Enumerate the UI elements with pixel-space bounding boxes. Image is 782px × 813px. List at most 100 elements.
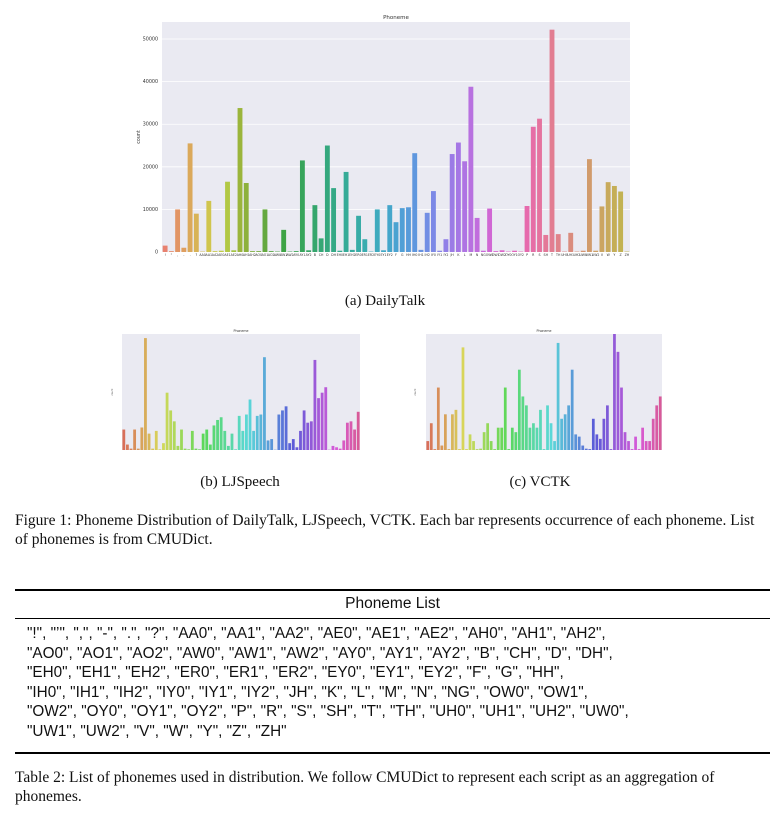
bar xyxy=(169,410,173,450)
bar xyxy=(252,430,256,450)
bar xyxy=(212,251,218,252)
bar xyxy=(205,429,209,450)
bar xyxy=(312,205,318,252)
bar xyxy=(627,441,630,450)
bar xyxy=(241,430,245,450)
bar xyxy=(587,159,592,252)
bar xyxy=(343,171,349,252)
x-tick-label: UH0 xyxy=(561,253,568,257)
bar xyxy=(306,422,310,450)
bar xyxy=(345,422,349,450)
bar xyxy=(162,443,165,450)
bar xyxy=(230,433,234,450)
bar xyxy=(122,429,126,450)
bar xyxy=(556,342,560,450)
bar xyxy=(216,419,219,450)
x-tick-label: IH1 xyxy=(418,253,423,257)
x-tick-label: OW1 xyxy=(492,253,500,257)
bar xyxy=(256,251,262,252)
bar xyxy=(175,209,181,252)
x-tick-label: OY0 xyxy=(505,253,511,257)
x-tick-label: AY0 xyxy=(293,253,299,257)
bar xyxy=(151,448,155,450)
bar xyxy=(320,392,324,450)
bar xyxy=(630,449,634,450)
bar xyxy=(313,359,317,450)
bar xyxy=(514,432,518,450)
bar xyxy=(493,449,497,450)
bar xyxy=(475,449,479,450)
x-tick-label: AO0 xyxy=(255,253,262,257)
bar xyxy=(172,421,176,450)
bar xyxy=(337,250,343,252)
bar xyxy=(563,414,567,450)
bar xyxy=(616,351,620,450)
x-tick-label: OY1 xyxy=(511,253,517,257)
x-tick-label: L xyxy=(464,253,466,257)
bar xyxy=(281,410,284,450)
bar xyxy=(474,217,480,252)
bar xyxy=(270,439,274,450)
x-tick-label: OW2 xyxy=(498,253,506,257)
bar xyxy=(158,449,162,450)
chart-title: Phoneme xyxy=(537,329,552,333)
bar xyxy=(342,440,346,450)
bar xyxy=(584,448,588,450)
x-tick-label: N xyxy=(476,253,479,257)
bar xyxy=(455,142,461,252)
bar xyxy=(605,182,611,252)
bar xyxy=(126,444,129,450)
bar xyxy=(553,441,556,450)
chart-dailytalk: Phoneme 0 10000 20000 30000 40000 50000 count! "… xyxy=(136,15,630,257)
subcaption-vctk: (c) VCTK xyxy=(509,474,571,490)
x-tick-label: AH2 xyxy=(249,253,256,257)
bar xyxy=(299,160,305,252)
bar xyxy=(560,418,563,450)
x-tick-label: AA0 xyxy=(199,253,205,257)
x-tick-label: EH2 xyxy=(349,253,355,257)
table-line: "EH0", "EH1", "EH2", "ER0", "ER1", "ER2"… xyxy=(27,664,564,682)
bar xyxy=(431,191,436,252)
y-tick-label: 50000 xyxy=(143,37,158,43)
x-tick-label: TH xyxy=(555,253,561,257)
x-tick-label: . xyxy=(190,253,191,257)
x-tick-label: EH0 xyxy=(337,253,343,257)
bar xyxy=(489,441,493,450)
x-tick-label: ER2 xyxy=(368,253,374,257)
x-tick-label: AW2 xyxy=(286,253,293,257)
x-tick-label: AY2 xyxy=(306,253,312,257)
x-tick-label: AE0 xyxy=(218,253,224,257)
bar xyxy=(317,398,320,450)
bar xyxy=(201,433,205,450)
bar xyxy=(223,430,227,450)
bar xyxy=(499,250,505,252)
bar xyxy=(433,449,437,450)
x-tick-label: IH2 xyxy=(425,253,430,257)
x-tick-label: EY0 xyxy=(374,253,380,257)
bar xyxy=(468,434,472,450)
chart-ljspeech: Phoneme count xyxy=(111,329,360,450)
table-bottom-rule xyxy=(15,752,770,754)
bar xyxy=(480,250,486,252)
bar xyxy=(412,153,418,252)
x-tick-label: IY1 xyxy=(437,253,442,257)
x-tick-label: " xyxy=(171,253,173,257)
bar xyxy=(637,449,641,450)
bar xyxy=(468,86,474,252)
bar xyxy=(198,449,201,450)
bar xyxy=(530,126,536,252)
bar xyxy=(259,414,263,450)
bar xyxy=(543,234,549,252)
bar xyxy=(429,423,433,450)
bar xyxy=(609,449,613,450)
bar xyxy=(537,118,542,253)
bar xyxy=(555,234,561,252)
y-tick-label: 30000 xyxy=(143,122,158,128)
bar xyxy=(644,441,648,450)
table-line: "UW1", "UW2", "V", "W", "Y", "Z", "ZH" xyxy=(27,722,287,740)
bar xyxy=(496,427,500,450)
bar xyxy=(599,206,605,252)
bar xyxy=(655,405,659,450)
bar xyxy=(237,415,241,450)
bar xyxy=(302,410,306,450)
